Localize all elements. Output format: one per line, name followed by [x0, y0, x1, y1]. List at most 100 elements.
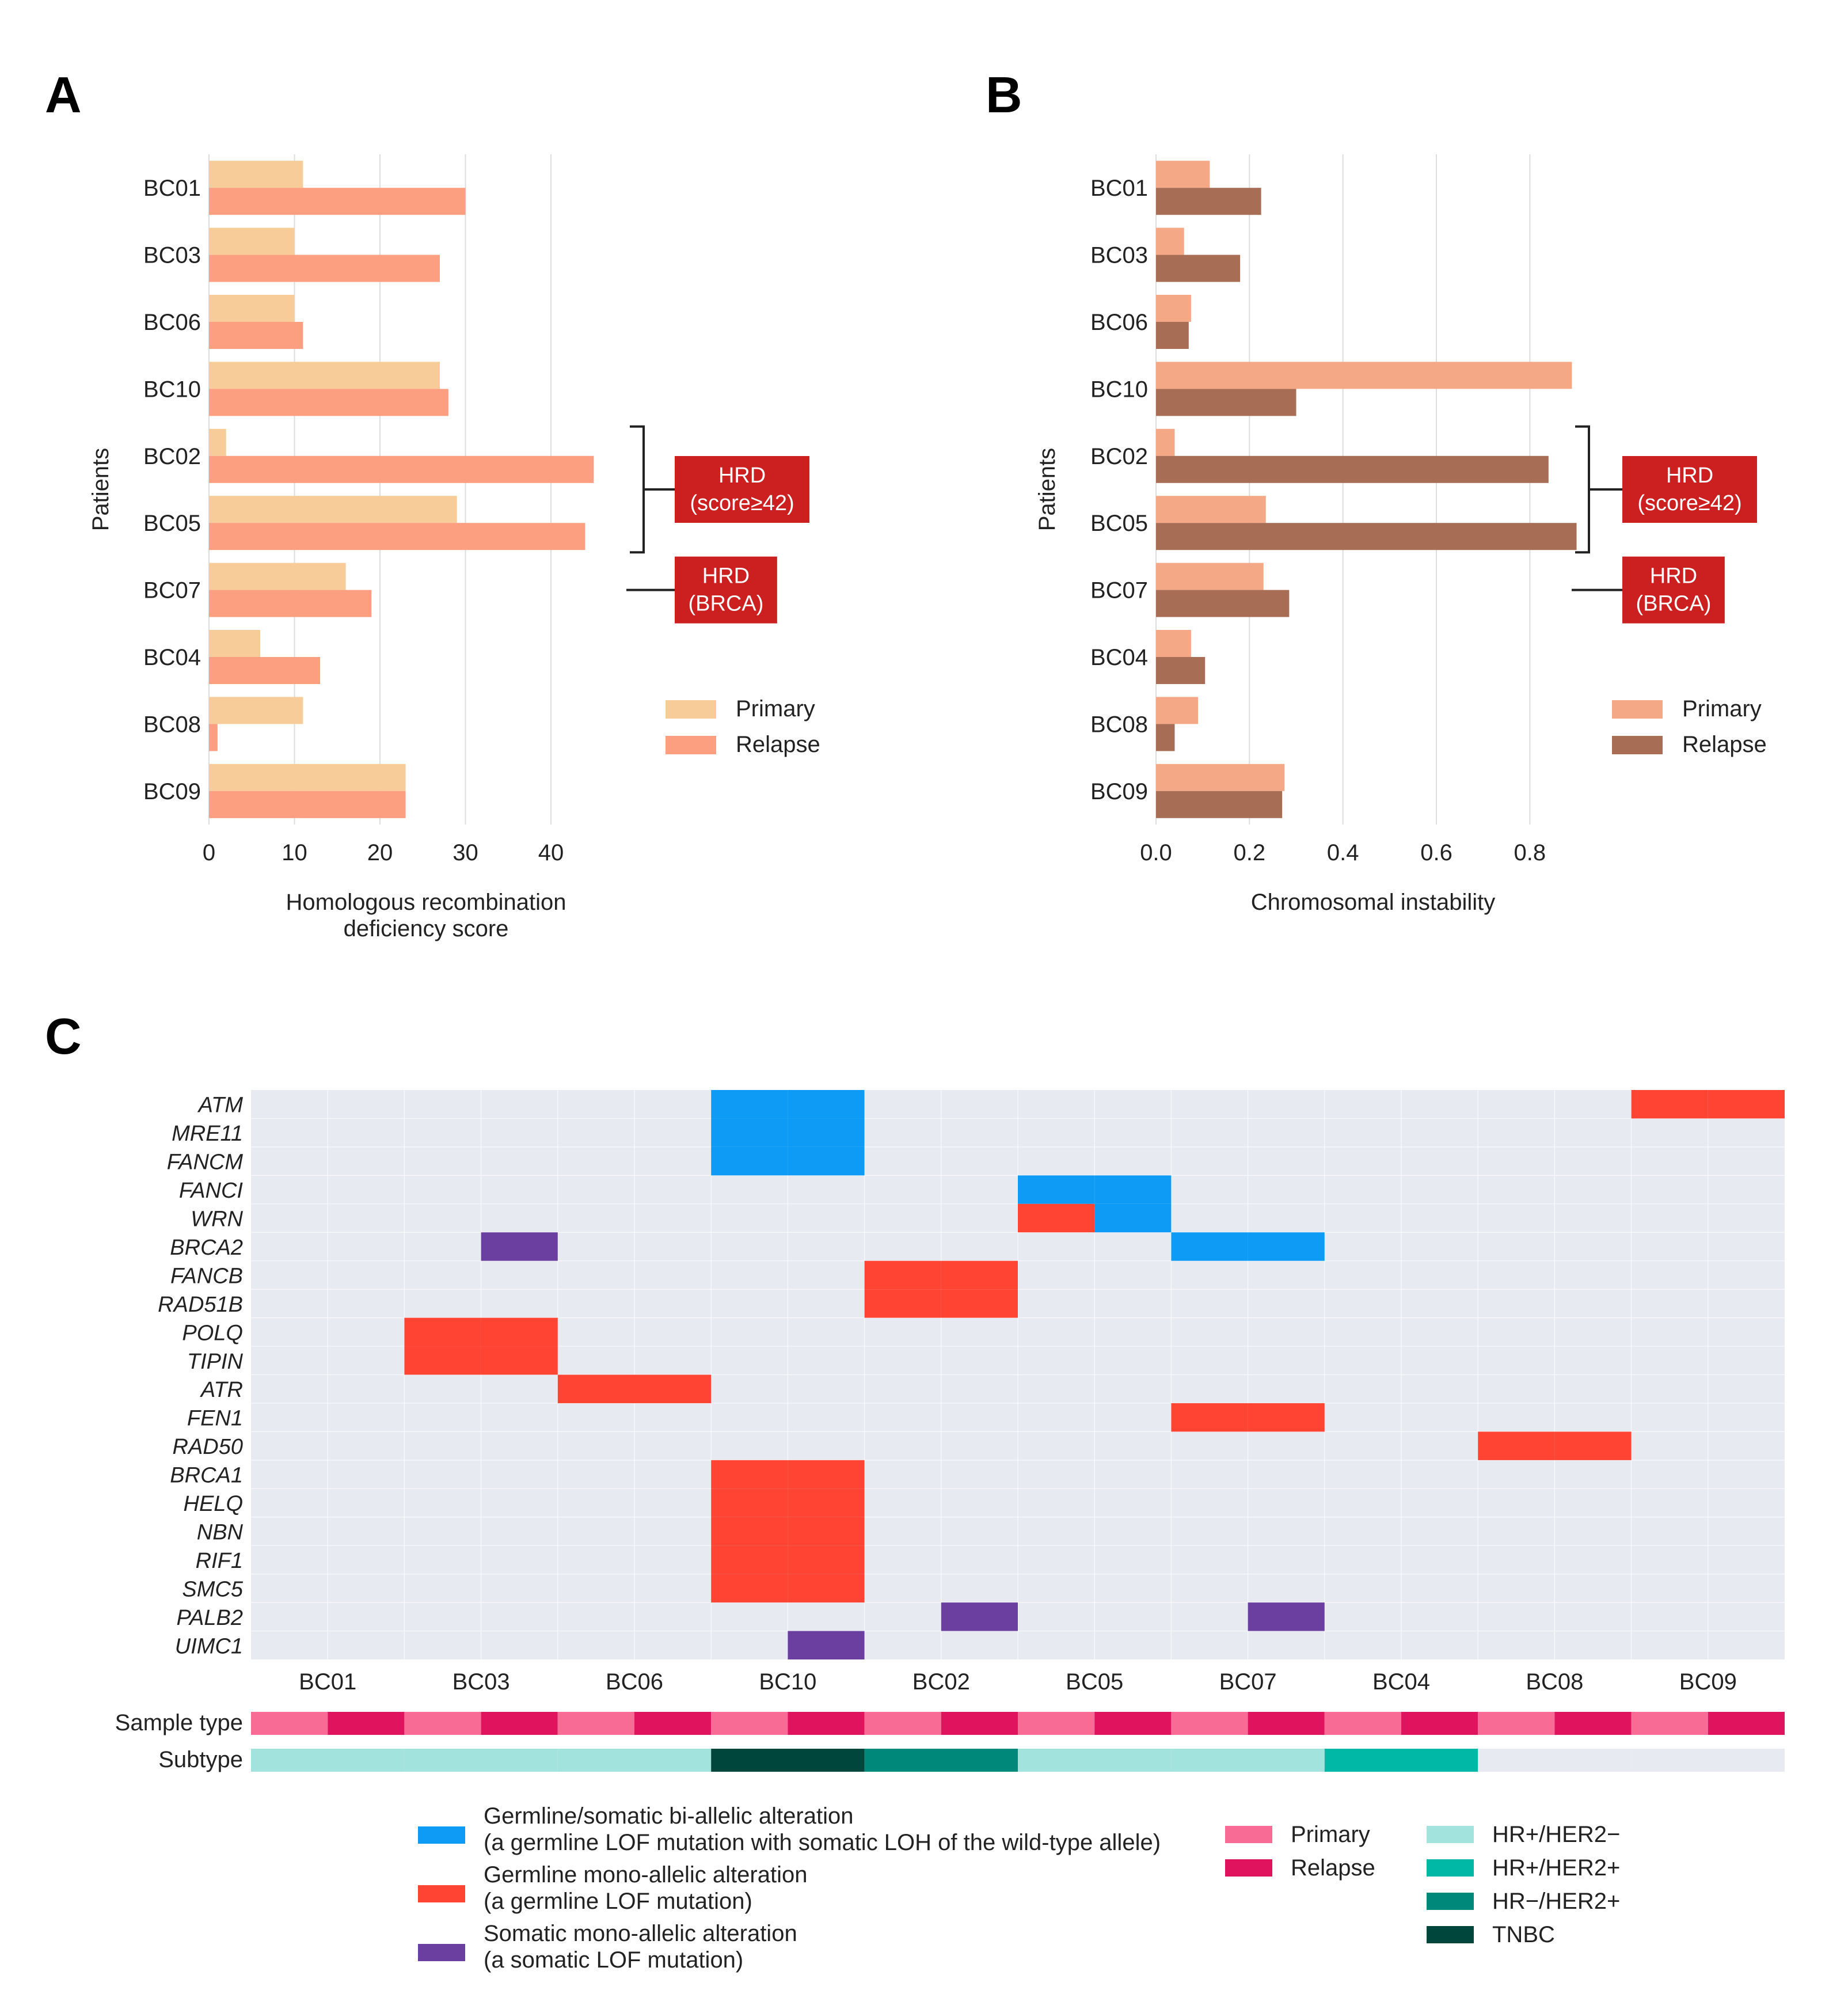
gene-label: SMC5 — [182, 1577, 243, 1601]
y-tick-label: BC07 — [143, 578, 201, 603]
gene-label: RIF1 — [196, 1549, 243, 1573]
bar-primary-bc05 — [209, 496, 457, 523]
cell-palb2-13 — [1248, 1602, 1325, 1631]
panel-c: C ATM MRE11 FANCM FANCI WRN BRCA2 FANCB RAD51B PO… — [45, 1008, 1785, 1973]
y-tick-label: BC02 — [1090, 444, 1148, 469]
legend-swatch-relapse — [1612, 736, 1663, 754]
y-tick-label: BC02 — [143, 444, 201, 469]
y-axis-label: Patients — [1035, 448, 1060, 531]
legend-label-primary: Primary — [736, 696, 815, 721]
sample-type-cell — [1018, 1712, 1095, 1735]
cell-atm-19 — [1708, 1090, 1785, 1119]
gene-label: UIMC1 — [175, 1634, 243, 1658]
hrd-score-bracket — [1575, 425, 1590, 554]
bar-primary-bc01 — [1156, 161, 1210, 188]
panel-b: B 0.0 0.2 0.4 0.6 0.8 BC01 BC03 BC06 BC10 BC02 BC05… — [986, 66, 1767, 915]
y-tick-label: BC04 — [1090, 645, 1148, 670]
panel-letter-b: B — [986, 66, 1022, 123]
bar-primary-bc04 — [209, 630, 261, 657]
cell-helq-7 — [788, 1488, 865, 1517]
bar-primary-bc05 — [1156, 496, 1266, 523]
panel-a: A 0 10 20 30 40 BC01 BC03 BC06 BC10 BC02 BC05 BC07 BC… — [45, 66, 820, 941]
legend-subtype-label: TNBC — [1492, 1922, 1555, 1947]
x-tick-label: 20 — [367, 840, 393, 865]
cell-palb2-9 — [941, 1602, 1018, 1631]
bar-relapse-bc05 — [1156, 523, 1577, 550]
x-tick-label: 0.6 — [1420, 840, 1452, 865]
y-axis-label: Patients — [88, 448, 113, 531]
bar-relapse-bc03 — [209, 255, 440, 282]
cell-fancb-9 — [941, 1260, 1018, 1290]
gene-label: ATM — [197, 1093, 244, 1118]
bar-relapse-bc10 — [209, 389, 448, 416]
bar-primary-bc06 — [209, 295, 295, 322]
bar-primary-bc03 — [209, 227, 295, 255]
gene-label: RAD51B — [158, 1293, 243, 1317]
x-tick-label: 0.0 — [1140, 840, 1172, 865]
subtype-cell — [1018, 1749, 1172, 1772]
legend-swatch-hr_neg_her2_pos — [1427, 1893, 1474, 1910]
patient-label: BC08 — [1526, 1669, 1583, 1695]
sample-type-cell — [634, 1712, 712, 1735]
cell-brca2-12 — [1171, 1232, 1248, 1261]
cell-rad51b-8 — [864, 1289, 941, 1318]
cell-fen1-12 — [1171, 1403, 1248, 1432]
hrd-brca-sublabel: (BRCA) — [688, 592, 763, 616]
bar-primary-bc02 — [209, 428, 226, 456]
sample-type-cell — [1248, 1712, 1325, 1735]
legend-alteration-title: Germline/somatic bi-allelic alteration — [484, 1803, 853, 1829]
hrd-score-label: HRD — [718, 464, 766, 488]
cell-rad50-16 — [1478, 1431, 1555, 1460]
sample-type-cell — [557, 1712, 634, 1735]
x-tick-label: 0 — [203, 840, 215, 865]
y-tick-label: BC06 — [1090, 310, 1148, 335]
y-tick-label: BC08 — [143, 712, 201, 737]
legend-alteration-desc: (a somatic LOF mutation) — [484, 1947, 743, 1973]
bar-primary-bc01 — [209, 161, 303, 188]
sample-type-cell — [481, 1712, 558, 1735]
cell-fancb-8 — [864, 1260, 941, 1290]
bar-primary-bc03 — [1156, 227, 1184, 255]
subtype-cell — [404, 1749, 558, 1772]
y-tick-label: BC04 — [143, 645, 201, 670]
hrd-brca-label: HRD — [702, 564, 750, 588]
legend-label-relapse: Relapse — [1682, 732, 1767, 757]
subtype-label: Subtype — [158, 1747, 243, 1772]
sample-type-cell — [711, 1712, 788, 1735]
legend-subtype-label: HR−/HER2+ — [1492, 1889, 1620, 1914]
cell-rad50-17 — [1554, 1431, 1632, 1460]
y-tick-label: BC03 — [1090, 243, 1148, 268]
sample-type-cell — [1324, 1712, 1401, 1735]
cell-brca2-13 — [1248, 1232, 1325, 1261]
cell-uimc1-7 — [788, 1631, 865, 1659]
y-tick-label: BC08 — [1090, 712, 1148, 737]
y-tick-label: BC03 — [143, 243, 201, 268]
legend-swatch-sample_primary — [1225, 1826, 1272, 1843]
cell-mre11-6 — [711, 1118, 788, 1147]
legend-label-relapse: Relapse — [736, 732, 820, 757]
x-tick-label: 0.2 — [1234, 840, 1266, 865]
legend-sample-label: Relapse — [1291, 1855, 1375, 1881]
bar-relapse-bc08 — [209, 724, 218, 751]
gene-label: POLQ — [182, 1321, 243, 1345]
y-tick-label: BC09 — [1090, 779, 1148, 804]
bar-primary-bc08 — [209, 697, 303, 724]
cell-mre11-7 — [788, 1118, 865, 1147]
bar-primary-bc04 — [1156, 630, 1191, 657]
gene-label: RAD50 — [173, 1435, 244, 1459]
sample-type-cell — [1708, 1712, 1785, 1735]
bar-relapse-bc05 — [209, 523, 585, 550]
y-tick-label: BC10 — [143, 377, 201, 402]
gene-label: TIPIN — [187, 1350, 244, 1374]
cell-rif1-6 — [711, 1545, 788, 1574]
gene-label: NBN — [197, 1520, 244, 1544]
y-tick-label: BC01 — [143, 176, 201, 201]
legend-swatch-germline_mono — [418, 1885, 465, 1902]
legend-swatch-hr_pos_her2_neg — [1427, 1826, 1474, 1843]
legend-sample-label: Primary — [1291, 1822, 1370, 1847]
cell-atm-7 — [788, 1090, 865, 1119]
x-tick-label: 30 — [453, 840, 478, 865]
legend-label-primary: Primary — [1682, 696, 1762, 721]
bar-relapse-bc06 — [209, 322, 303, 349]
